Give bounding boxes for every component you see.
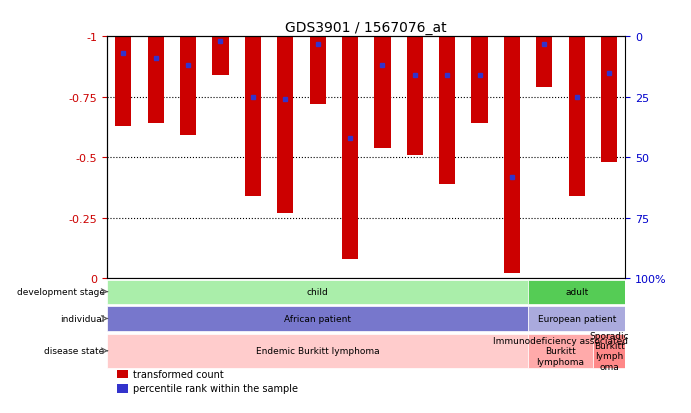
Bar [407, 37, 423, 155]
Bar [342, 37, 358, 259]
Bar [528, 306, 625, 331]
Bar [107, 280, 528, 304]
Bar [528, 280, 625, 304]
Bar [439, 37, 455, 184]
Text: adult: adult [565, 287, 589, 297]
Bar [504, 37, 520, 274]
Bar [277, 37, 294, 214]
Text: Sporadic
Burkitt
lymph
oma: Sporadic Burkitt lymph oma [589, 331, 629, 371]
Bar [117, 384, 128, 393]
Bar [310, 37, 325, 105]
Bar [180, 37, 196, 136]
Bar [107, 306, 528, 331]
Bar [148, 37, 164, 124]
Bar [245, 37, 261, 197]
Text: individual: individual [60, 314, 104, 323]
Text: development stage: development stage [17, 287, 104, 297]
Bar [593, 334, 625, 368]
Text: Immunodeficiency associated
Burkitt
lymphoma: Immunodeficiency associated Burkitt lymp… [493, 336, 628, 366]
Text: European patient: European patient [538, 314, 616, 323]
Bar [601, 37, 617, 163]
Bar [536, 37, 553, 88]
Title: GDS3901 / 1567076_at: GDS3901 / 1567076_at [285, 21, 447, 35]
Bar [528, 334, 593, 368]
Text: African patient: African patient [284, 314, 351, 323]
Bar [107, 334, 528, 368]
Bar [471, 37, 488, 124]
Text: Endemic Burkitt lymphoma: Endemic Burkitt lymphoma [256, 347, 379, 355]
Bar [115, 37, 131, 126]
Text: child: child [307, 287, 328, 297]
Bar [117, 369, 128, 378]
Bar [212, 37, 229, 76]
Text: percentile rank within the sample: percentile rank within the sample [133, 383, 298, 394]
Text: transformed count: transformed count [133, 369, 224, 379]
Bar [375, 37, 390, 148]
Text: disease state: disease state [44, 347, 104, 355]
Bar [569, 37, 585, 197]
